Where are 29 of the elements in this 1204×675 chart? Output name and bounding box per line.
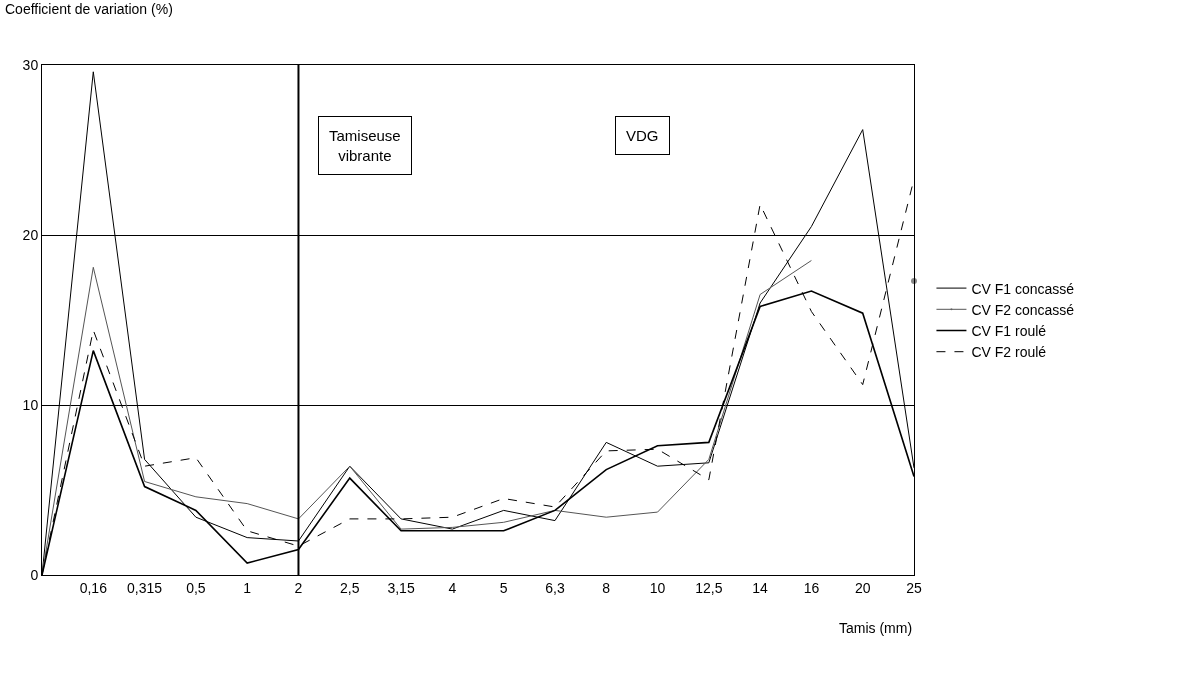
x-tick-label: 25 (906, 579, 922, 596)
legend-label: CV F2 roulé (971, 344, 1047, 361)
x-tick-label: 10 (649, 579, 666, 596)
x-tick-label: 14 (752, 579, 769, 596)
x-tick-label: 6,3 (545, 579, 565, 596)
y-axis-title: Coefficient de variation (%) (5, 1, 173, 17)
annotation: VDG (626, 127, 659, 144)
x-tick-label: 12,5 (695, 579, 723, 596)
x-tick-label: 5 (499, 579, 508, 596)
y-tick-label: 0 (30, 566, 39, 583)
x-tick-label: 8 (602, 579, 611, 596)
x-axis-title: Tamis (mm) (839, 620, 913, 636)
y-tick-label: 10 (22, 396, 39, 413)
y-tick-label: 20 (22, 226, 39, 243)
legend-label: CV F1 concassé (971, 280, 1075, 297)
x-tick-label: 0,16 (79, 579, 108, 596)
x-tick-label: 0,315 (127, 579, 163, 596)
x-tick-label: 4 (448, 579, 457, 596)
legend-label: CV F2 concassé (971, 301, 1075, 318)
x-tick-label: 0,5 (186, 579, 206, 596)
x-tick-label: 3,15 (387, 579, 415, 596)
x-tick-label: 2 (294, 579, 303, 596)
x-tick-label: 2,5 (340, 579, 360, 596)
y-tick-label: 30 (22, 56, 39, 73)
x-tick-label: 1 (243, 579, 252, 596)
legend-label: CV F1 roulé (971, 322, 1047, 339)
annotation: Tamiseuse vibrante (329, 127, 401, 164)
x-tick-label: 20 (854, 579, 871, 596)
x-tick-label: 16 (803, 579, 820, 596)
